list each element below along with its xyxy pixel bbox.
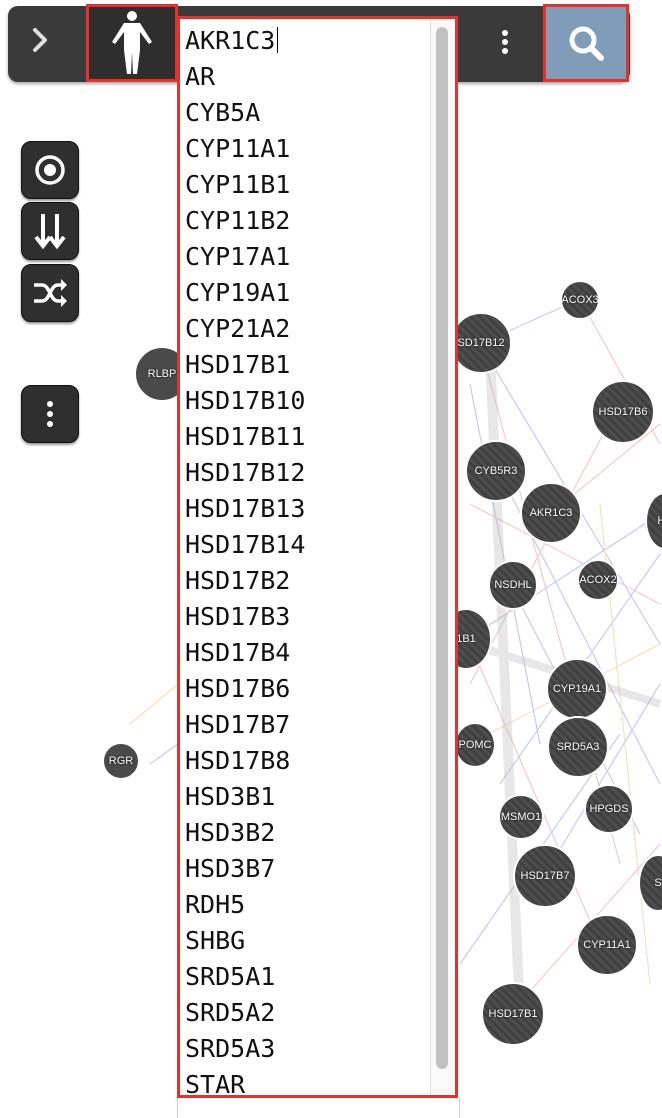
gene-name: HSD17B7	[185, 710, 291, 739]
node-srd5a3[interactable]: SRD5A3	[547, 716, 609, 778]
focus-button[interactable]	[21, 141, 79, 199]
human-body-icon	[112, 11, 152, 74]
gene-name: CYP11B1	[185, 170, 291, 199]
scrollbar-thumb[interactable]	[436, 27, 448, 1069]
gene-list-items: AKR1C3 AR CYB5A CYP11A1 CYP11B1 CYP11B2 CYP17A…	[185, 23, 305, 1098]
node-acox2[interactable]: ACOX2	[577, 559, 619, 601]
gene-list-item[interactable]: SRD5A3	[185, 1031, 305, 1067]
gene-name: CYP11B2	[185, 206, 291, 235]
gene-name: AKR1C3	[185, 26, 276, 55]
node-rgr[interactable]: RGR	[102, 742, 140, 780]
search-button[interactable]	[543, 4, 629, 82]
node-cyb5r3[interactable]: CYB5R3	[465, 440, 527, 502]
gene-list-item[interactable]: HSD17B4	[185, 635, 305, 671]
gene-name: STAR	[185, 1070, 246, 1098]
node-hsd17b12[interactable]: SD17B12	[450, 312, 512, 374]
chevron-right-icon	[33, 28, 47, 52]
gene-name: HSD17B8	[185, 746, 291, 775]
node-pomc[interactable]: POMC	[454, 722, 496, 768]
node-acox3[interactable]: ACOX3	[560, 280, 600, 320]
network-graph[interactable]: RLBP RGR ACOX3 SD17B12 HSD17B6 CYB5R3 AK…	[0, 84, 662, 1118]
gene-list-item[interactable]: SHBG	[185, 923, 305, 959]
gene-name: HSD17B12	[185, 458, 306, 487]
gene-name: AR	[185, 62, 216, 91]
gene-list-item[interactable]: AKR1C3	[185, 23, 305, 59]
gene-list-item[interactable]: CYP11B2	[185, 203, 305, 239]
node-msmo1[interactable]: MSMO1	[498, 794, 544, 840]
gene-name: HSD17B4	[185, 638, 291, 667]
target-icon	[35, 155, 65, 185]
gene-name: HSD17B1	[185, 350, 291, 379]
gene-name: CYP21A2	[185, 314, 291, 343]
gene-name: HSD17B3	[185, 602, 291, 631]
gene-list-item[interactable]: CYP21A2	[185, 311, 305, 347]
layout-button[interactable]	[21, 202, 79, 260]
gene-name: HSD3B1	[185, 782, 276, 811]
node-hsd17b6[interactable]: HSD17B6	[591, 380, 655, 444]
node-cyp11a1[interactable]: CYP11A1	[576, 914, 638, 976]
gene-list-item[interactable]: HSD17B13	[185, 491, 305, 527]
search-icon	[569, 26, 604, 61]
gene-list-item[interactable]: HSD17B12	[185, 455, 305, 491]
more-tools-button[interactable]	[21, 385, 79, 443]
gene-name: CYP19A1	[185, 278, 291, 307]
text-caret	[277, 27, 279, 53]
gene-name: HSD17B6	[185, 674, 291, 703]
gene-list-item[interactable]: HSD17B8	[185, 743, 305, 779]
gene-name: CYB5A	[185, 98, 261, 127]
gene-list-item[interactable]: CYB5A	[185, 95, 305, 131]
gene-list-item[interactable]: HSD3B2	[185, 815, 305, 851]
gene-name: HSD17B13	[185, 494, 306, 523]
gene-name: SHBG	[185, 926, 246, 955]
gene-list-item[interactable]: CYP17A1	[185, 239, 305, 275]
body-map-button[interactable]	[86, 4, 178, 82]
gene-name: CYP17A1	[185, 242, 291, 271]
gene-list-item[interactable]: HSD17B6	[185, 671, 305, 707]
gene-list-item[interactable]: STAR	[185, 1067, 305, 1098]
gene-list-item[interactable]: HSD3B7	[185, 851, 305, 887]
gene-name: SRD5A3	[185, 1034, 276, 1063]
gene-name: HSD17B10	[185, 386, 306, 415]
vertical-dots-icon	[47, 401, 53, 427]
gene-list-item[interactable]: HSD17B1	[185, 347, 305, 383]
gene-list-item[interactable]: CYP11B1	[185, 167, 305, 203]
gene-name: RDH5	[185, 890, 246, 919]
node-nsdhl[interactable]: NSDHL	[488, 560, 538, 610]
gene-list-item[interactable]: HSD17B10	[185, 383, 305, 419]
gene-name: SRD5A1	[185, 962, 276, 991]
node-hsd17b7[interactable]: HSD17B7	[513, 844, 577, 908]
gene-list-item[interactable]: SRD5A2	[185, 995, 305, 1031]
gene-list-item[interactable]: CYP11A1	[185, 131, 305, 167]
gene-name: HSD17B14	[185, 530, 306, 559]
more-options-button[interactable]	[484, 18, 526, 66]
shuffle-icon	[34, 279, 67, 307]
node-akr1c3[interactable]: AKR1C3	[520, 482, 582, 544]
gene-list-item[interactable]: RDH5	[185, 887, 305, 923]
node-cyp19a1[interactable]: CYP19A1	[546, 658, 608, 720]
shuffle-button[interactable]	[21, 264, 79, 322]
gene-list-item[interactable]: SRD5A1	[185, 959, 305, 995]
expand-panel-button[interactable]	[20, 20, 60, 60]
gene-name: HSD3B2	[185, 818, 276, 847]
gene-name: SRD5A2	[185, 998, 276, 1027]
vertical-dots-icon	[502, 30, 508, 54]
gene-list-item[interactable]: AR	[185, 59, 305, 95]
gene-name: HSD17B11	[185, 422, 306, 451]
gene-list-item[interactable]: HSD17B11	[185, 419, 305, 455]
gene-list-item[interactable]: HSD17B14	[185, 527, 305, 563]
gene-name: HSD3B7	[185, 854, 276, 883]
list-bottom-edge	[177, 1098, 460, 1118]
gene-list-item[interactable]: CYP19A1	[185, 275, 305, 311]
gene-list-item[interactable]: HSD17B7	[185, 707, 305, 743]
gene-name: HSD17B2	[185, 566, 291, 595]
gene-list-item[interactable]: HSD17B3	[185, 599, 305, 635]
gene-name: CYP11A1	[185, 134, 291, 163]
gene-list-dropdown[interactable]: AKR1C3 AR CYB5A CYP11A1 CYP11B1 CYP11B2 CYP17A…	[177, 16, 458, 1098]
down-arrows-icon	[34, 214, 66, 250]
node-hsd17b1[interactable]: HSD17B1	[481, 982, 545, 1046]
node-hpgds[interactable]: HPGDS	[584, 784, 634, 834]
gene-list-item[interactable]: HSD3B1	[185, 779, 305, 815]
gene-list-item[interactable]: HSD17B2	[185, 563, 305, 599]
